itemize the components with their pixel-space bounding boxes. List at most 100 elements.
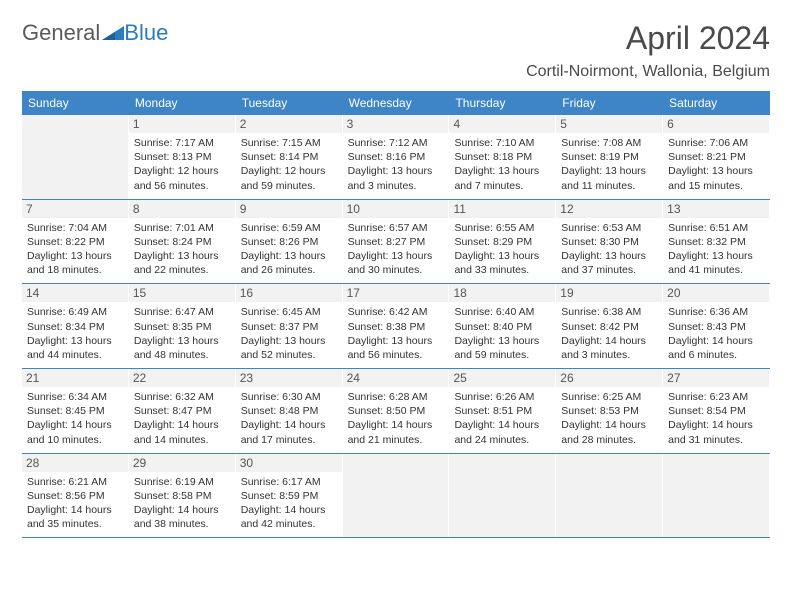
daylight-line: Daylight: 13 hours xyxy=(134,249,230,263)
day-number: 30 xyxy=(236,454,342,472)
daylight-line: Daylight: 14 hours xyxy=(241,503,337,517)
day-number: 2 xyxy=(236,115,342,133)
day-number: 8 xyxy=(129,200,235,218)
day-cell: 19Sunrise: 6:38 AMSunset: 8:42 PMDayligh… xyxy=(556,284,663,368)
sunrise-line: Sunrise: 6:55 AM xyxy=(454,221,550,235)
sunset-line: Sunset: 8:50 PM xyxy=(348,404,444,418)
daylight-line: and 35 minutes. xyxy=(27,517,123,531)
day-cell: 14Sunrise: 6:49 AMSunset: 8:34 PMDayligh… xyxy=(22,284,129,368)
day-cell: 29Sunrise: 6:19 AMSunset: 8:58 PMDayligh… xyxy=(129,454,236,538)
day-number: 5 xyxy=(556,115,662,133)
day-cell: 6Sunrise: 7:06 AMSunset: 8:21 PMDaylight… xyxy=(663,115,770,199)
sunrise-line: Sunrise: 6:21 AM xyxy=(27,475,123,489)
daylight-line: Daylight: 13 hours xyxy=(241,249,337,263)
day-cell: 27Sunrise: 6:23 AMSunset: 8:54 PMDayligh… xyxy=(663,369,770,453)
sunset-line: Sunset: 8:14 PM xyxy=(241,150,337,164)
sunset-line: Sunset: 8:38 PM xyxy=(348,320,444,334)
empty-cell xyxy=(449,454,556,538)
sunset-line: Sunset: 8:34 PM xyxy=(27,320,123,334)
day-number: 28 xyxy=(22,454,128,472)
day-cell: 21Sunrise: 6:34 AMSunset: 8:45 PMDayligh… xyxy=(22,369,129,453)
daylight-line: Daylight: 13 hours xyxy=(454,334,550,348)
header: General Blue April 2024 Cortil-Noirmont,… xyxy=(22,20,770,81)
dow-wednesday: Wednesday xyxy=(343,91,450,115)
day-cell: 9Sunrise: 6:59 AMSunset: 8:26 PMDaylight… xyxy=(236,200,343,284)
week-row: 14Sunrise: 6:49 AMSunset: 8:34 PMDayligh… xyxy=(22,284,770,369)
daylight-line: Daylight: 12 hours xyxy=(241,164,337,178)
daylight-line: and 28 minutes. xyxy=(561,433,657,447)
sunrise-line: Sunrise: 6:23 AM xyxy=(668,390,764,404)
logo: General Blue xyxy=(22,20,168,46)
daylight-line: Daylight: 13 hours xyxy=(241,334,337,348)
daylight-line: and 59 minutes. xyxy=(454,348,550,362)
logo-text-1: General xyxy=(22,20,100,46)
daylight-line: Daylight: 13 hours xyxy=(454,249,550,263)
sunset-line: Sunset: 8:54 PM xyxy=(668,404,764,418)
day-number: 19 xyxy=(556,284,662,302)
sunset-line: Sunset: 8:32 PM xyxy=(668,235,764,249)
day-number: 1 xyxy=(129,115,235,133)
sunrise-line: Sunrise: 6:53 AM xyxy=(561,221,657,235)
sunset-line: Sunset: 8:42 PM xyxy=(561,320,657,334)
sunrise-line: Sunrise: 6:32 AM xyxy=(134,390,230,404)
day-number: 20 xyxy=(663,284,769,302)
day-number: 6 xyxy=(663,115,769,133)
daylight-line: and 18 minutes. xyxy=(27,263,123,277)
daylight-line: and 22 minutes. xyxy=(134,263,230,277)
daylight-line: and 48 minutes. xyxy=(134,348,230,362)
day-number: 29 xyxy=(129,454,235,472)
sunset-line: Sunset: 8:22 PM xyxy=(27,235,123,249)
sunrise-line: Sunrise: 6:25 AM xyxy=(561,390,657,404)
daylight-line: and 26 minutes. xyxy=(241,263,337,277)
logo-triangle-icon xyxy=(102,20,124,46)
daylight-line: Daylight: 14 hours xyxy=(134,503,230,517)
weeks-container: 1Sunrise: 7:17 AMSunset: 8:13 PMDaylight… xyxy=(22,115,770,538)
daylight-line: Daylight: 14 hours xyxy=(668,334,764,348)
daylight-line: Daylight: 13 hours xyxy=(348,249,444,263)
location: Cortil-Noirmont, Wallonia, Belgium xyxy=(526,63,770,81)
sunset-line: Sunset: 8:37 PM xyxy=(241,320,337,334)
day-cell: 8Sunrise: 7:01 AMSunset: 8:24 PMDaylight… xyxy=(129,200,236,284)
daylight-line: and 41 minutes. xyxy=(668,263,764,277)
sunrise-line: Sunrise: 7:08 AM xyxy=(561,136,657,150)
sunset-line: Sunset: 8:16 PM xyxy=(348,150,444,164)
dow-saturday: Saturday xyxy=(663,91,770,115)
sunset-line: Sunset: 8:58 PM xyxy=(134,489,230,503)
sunset-line: Sunset: 8:48 PM xyxy=(241,404,337,418)
empty-cell xyxy=(22,115,129,199)
sunrise-line: Sunrise: 6:59 AM xyxy=(241,221,337,235)
daylight-line: and 52 minutes. xyxy=(241,348,337,362)
day-cell: 25Sunrise: 6:26 AMSunset: 8:51 PMDayligh… xyxy=(449,369,556,453)
sunset-line: Sunset: 8:29 PM xyxy=(454,235,550,249)
day-number: 22 xyxy=(129,369,235,387)
sunrise-line: Sunrise: 6:40 AM xyxy=(454,305,550,319)
day-number: 11 xyxy=(449,200,555,218)
daylight-line: Daylight: 14 hours xyxy=(134,418,230,432)
sunset-line: Sunset: 8:35 PM xyxy=(134,320,230,334)
day-number: 12 xyxy=(556,200,662,218)
daylight-line: and 42 minutes. xyxy=(241,517,337,531)
day-cell: 12Sunrise: 6:53 AMSunset: 8:30 PMDayligh… xyxy=(556,200,663,284)
week-row: 21Sunrise: 6:34 AMSunset: 8:45 PMDayligh… xyxy=(22,369,770,454)
day-number: 18 xyxy=(449,284,555,302)
sunset-line: Sunset: 8:40 PM xyxy=(454,320,550,334)
day-cell: 26Sunrise: 6:25 AMSunset: 8:53 PMDayligh… xyxy=(556,369,663,453)
daylight-line: and 15 minutes. xyxy=(668,179,764,193)
day-cell: 5 Sunrise: 7:08 AMSunset: 8:19 PMDaylight… xyxy=(556,115,663,199)
daylight-line: Daylight: 13 hours xyxy=(561,164,657,178)
dow-tuesday: Tuesday xyxy=(236,91,343,115)
day-number: 10 xyxy=(343,200,449,218)
daylight-line: Daylight: 14 hours xyxy=(348,418,444,432)
daylight-line: Daylight: 14 hours xyxy=(561,418,657,432)
day-cell: 23Sunrise: 6:30 AMSunset: 8:48 PMDayligh… xyxy=(236,369,343,453)
sunset-line: Sunset: 8:56 PM xyxy=(27,489,123,503)
daylight-line: and 44 minutes. xyxy=(27,348,123,362)
sunrise-line: Sunrise: 6:17 AM xyxy=(241,475,337,489)
empty-cell xyxy=(663,454,770,538)
daylight-line: and 3 minutes. xyxy=(348,179,444,193)
daylight-line: and 30 minutes. xyxy=(348,263,444,277)
daylight-line: and 33 minutes. xyxy=(454,263,550,277)
day-number: 14 xyxy=(22,284,128,302)
sunset-line: Sunset: 8:19 PM xyxy=(561,150,657,164)
day-cell: 4Sunrise: 7:10 AMSunset: 8:18 PMDaylight… xyxy=(449,115,556,199)
